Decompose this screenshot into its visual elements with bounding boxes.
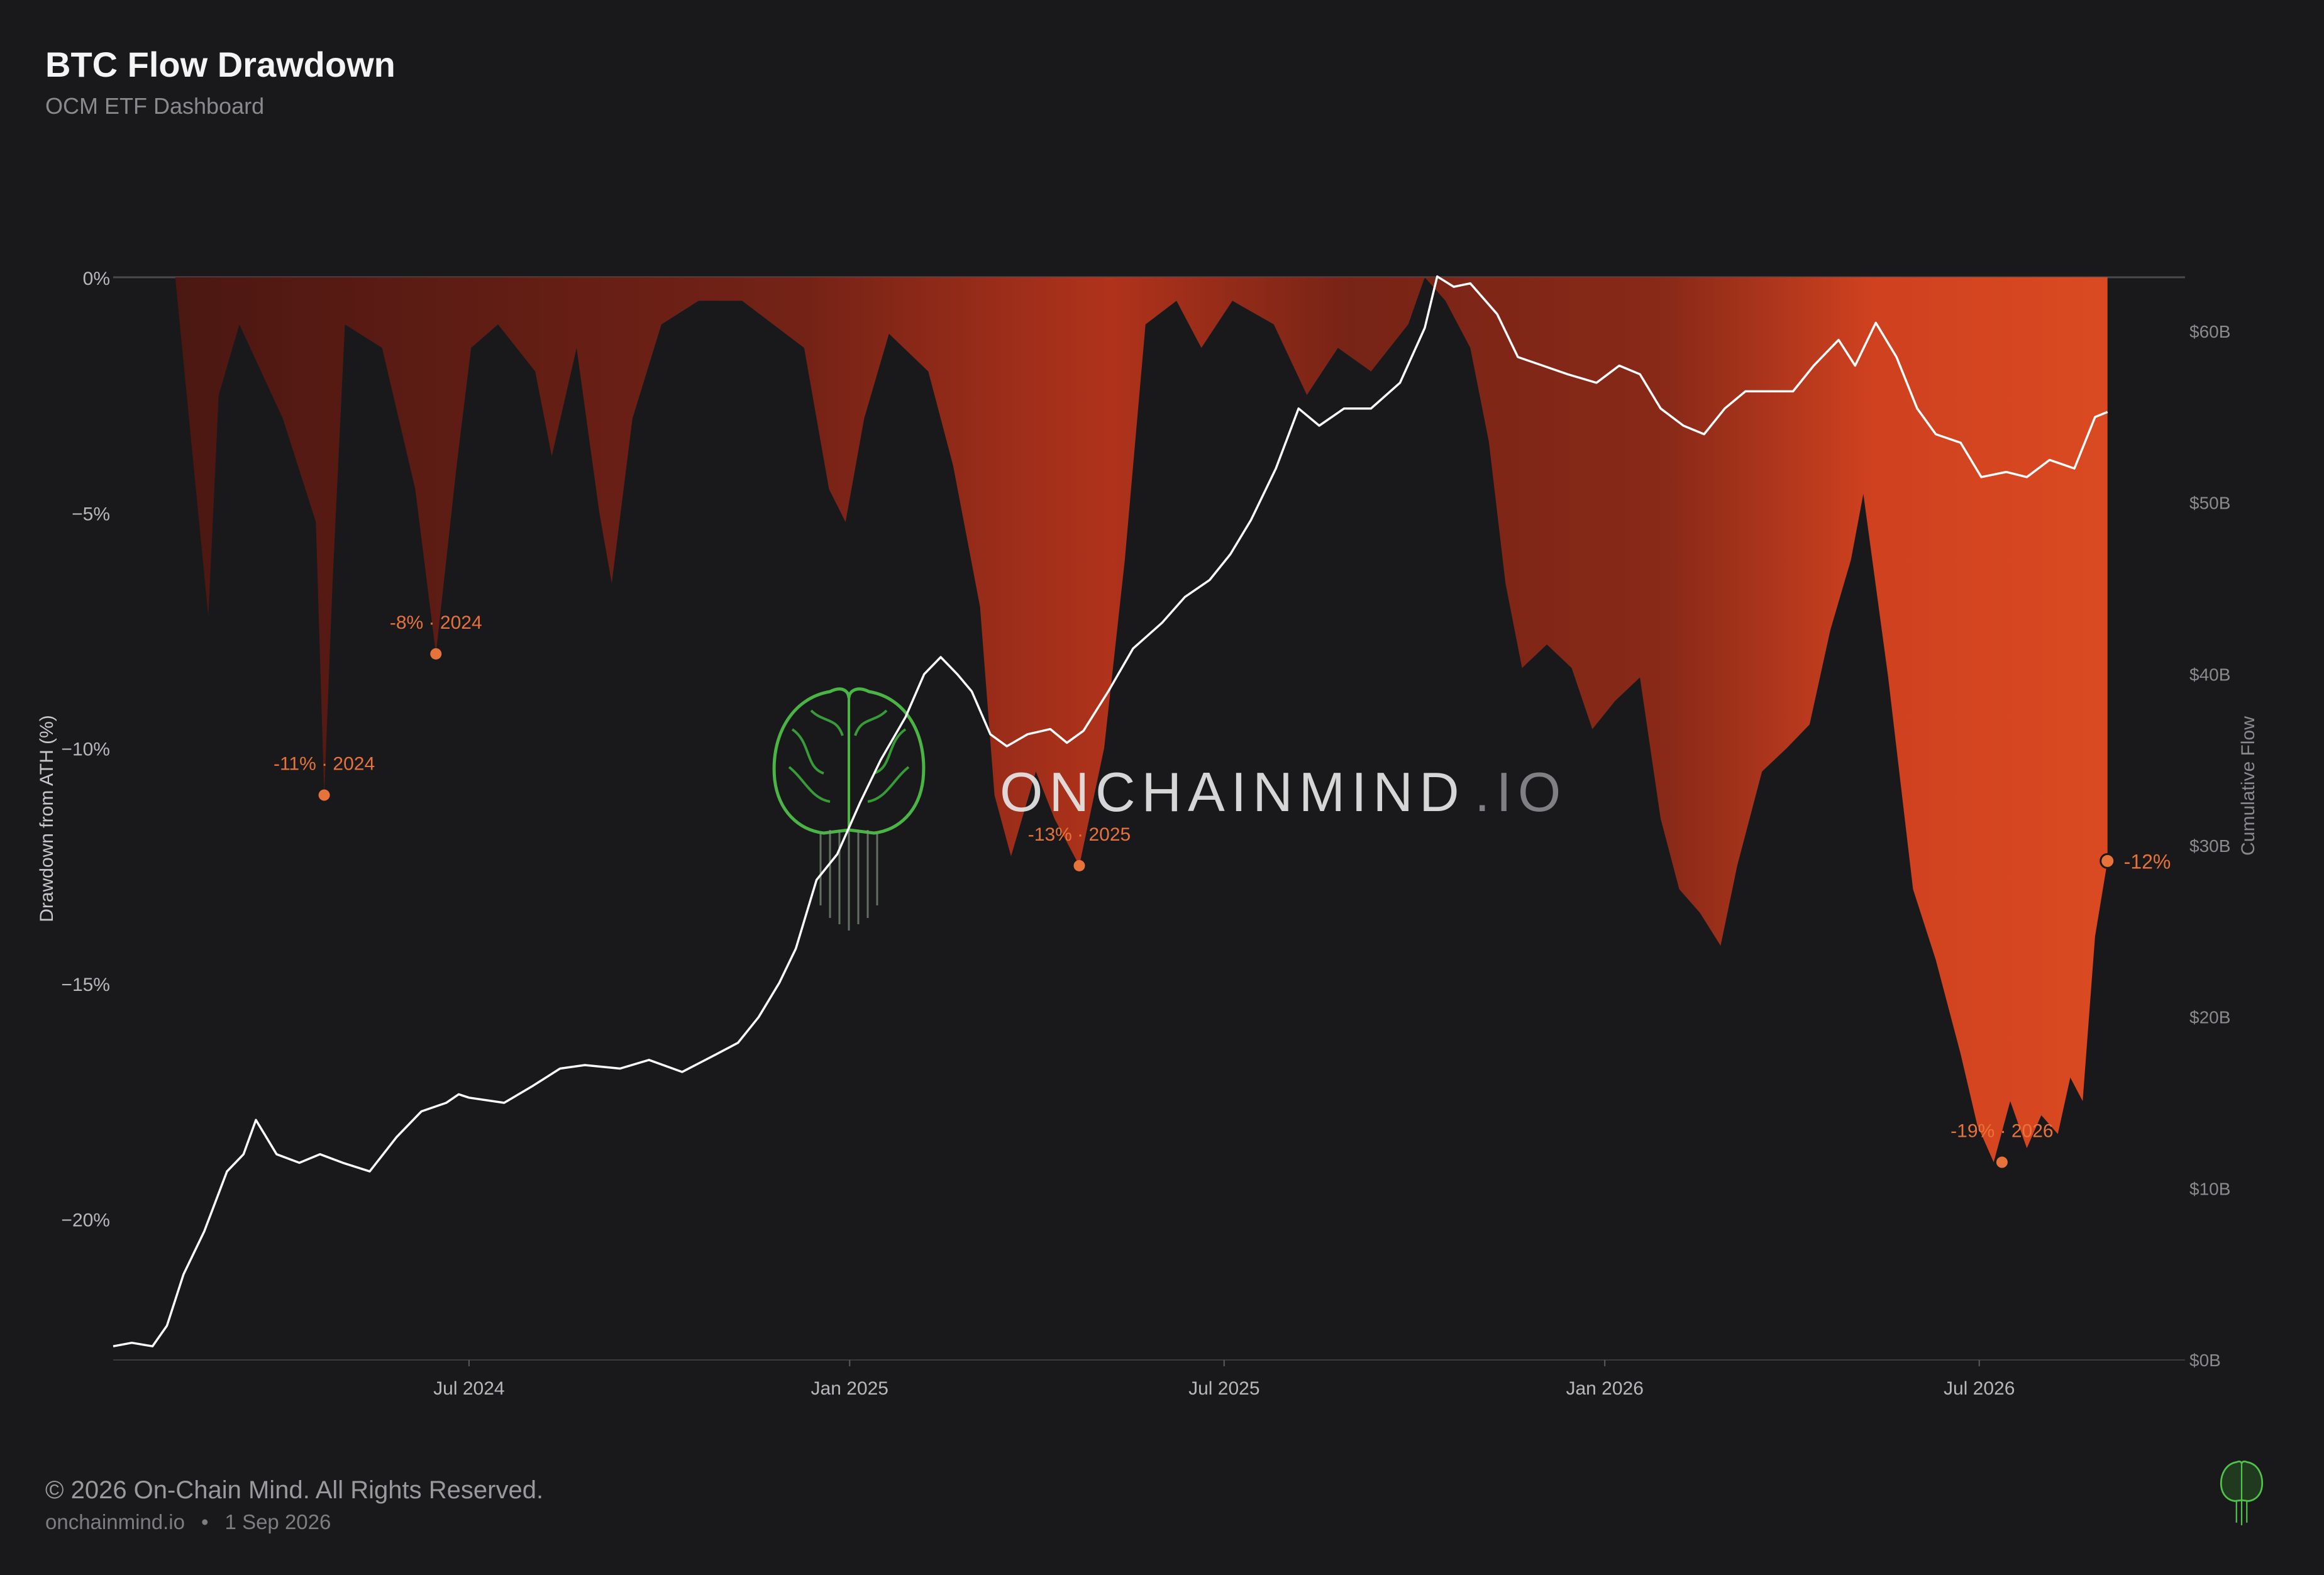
drawdown-annotation-label: -19% · 2026 <box>1950 1121 2053 1142</box>
x-tick-label: Jan 2025 <box>811 1378 888 1399</box>
footer-copyright: © 2026 On-Chain Mind. All Rights Reserve… <box>45 1476 544 1504</box>
x-tick-label: Jan 2026 <box>1566 1378 1643 1399</box>
current-drawdown-label: -12% <box>2124 850 2171 873</box>
footer-meta: onchainmind.io • 1 Sep 2026 <box>45 1510 331 1534</box>
y-left-tick-label: −5% <box>72 504 110 524</box>
drawdown-marker <box>1996 1156 2008 1168</box>
y-right-axis-label: Cumulative Flow <box>2238 716 2259 856</box>
x-tick-label: Jul 2026 <box>1944 1378 2015 1399</box>
drawdown-marker <box>430 648 442 660</box>
y-right-tick-label: $10B <box>2189 1179 2230 1198</box>
y-right-tick-label: $50B <box>2189 494 2230 513</box>
x-tick-label: Jul 2025 <box>1188 1378 1259 1399</box>
drawdown-annotation-label: -13% · 2025 <box>1028 824 1131 845</box>
watermark: ONCHAINMIND .IO <box>772 687 1567 931</box>
y-left-axis-label: Drawdown from ATH (%) <box>36 715 57 922</box>
corner-brain-logo-icon <box>2220 1461 2264 1525</box>
y-left-tick-label: −20% <box>61 1210 110 1230</box>
y-right-tick-label: $30B <box>2189 836 2230 856</box>
y-right-tick-label: $40B <box>2189 665 2230 684</box>
annotation-layer: -11% · 2024 -8% · 2024 -13% · 2025 -19% · 2… <box>274 612 2171 1168</box>
brain-logo-icon <box>772 687 926 931</box>
footer-site[interactable]: onchainmind.io <box>45 1510 185 1534</box>
drawdown-marker <box>1073 859 1085 871</box>
y-left-tick-label: −15% <box>61 975 110 995</box>
y-right-tick-label: $0B <box>2189 1351 2221 1370</box>
drawdown-area-layer <box>113 277 2108 1163</box>
drawdown-annotation-label: -8% · 2024 <box>390 612 482 633</box>
chart-subtitle: OCM ETF Dashboard <box>45 93 265 119</box>
footer-separator: • <box>201 1510 209 1534</box>
drawdown-area <box>113 277 2108 1163</box>
y-right-tick-label: $60B <box>2189 322 2230 341</box>
y-left-tick-label: 0% <box>83 268 110 289</box>
watermark-brand: ONCHAINMIND <box>1000 761 1466 823</box>
cumulative-flow-line <box>113 275 2108 1347</box>
chart-title: BTC Flow Drawdown <box>45 45 396 84</box>
current-drawdown-marker <box>2100 853 2116 869</box>
x-tick-label: Jul 2024 <box>433 1378 504 1399</box>
flow-line-layer <box>113 275 2108 1347</box>
watermark-suffix: .IO <box>1475 761 1567 823</box>
footer-date: 1 Sep 2026 <box>224 1510 331 1534</box>
y-right-tick-label: $20B <box>2189 1008 2230 1027</box>
axes-layer: 0% −5% −10% −15% −20% Drawdown from ATH (%) $0… <box>36 268 2259 1399</box>
y-left-tick-label: −10% <box>61 739 110 760</box>
drawdown-marker <box>318 789 330 801</box>
drawdown-annotation-label: -11% · 2024 <box>274 754 375 775</box>
